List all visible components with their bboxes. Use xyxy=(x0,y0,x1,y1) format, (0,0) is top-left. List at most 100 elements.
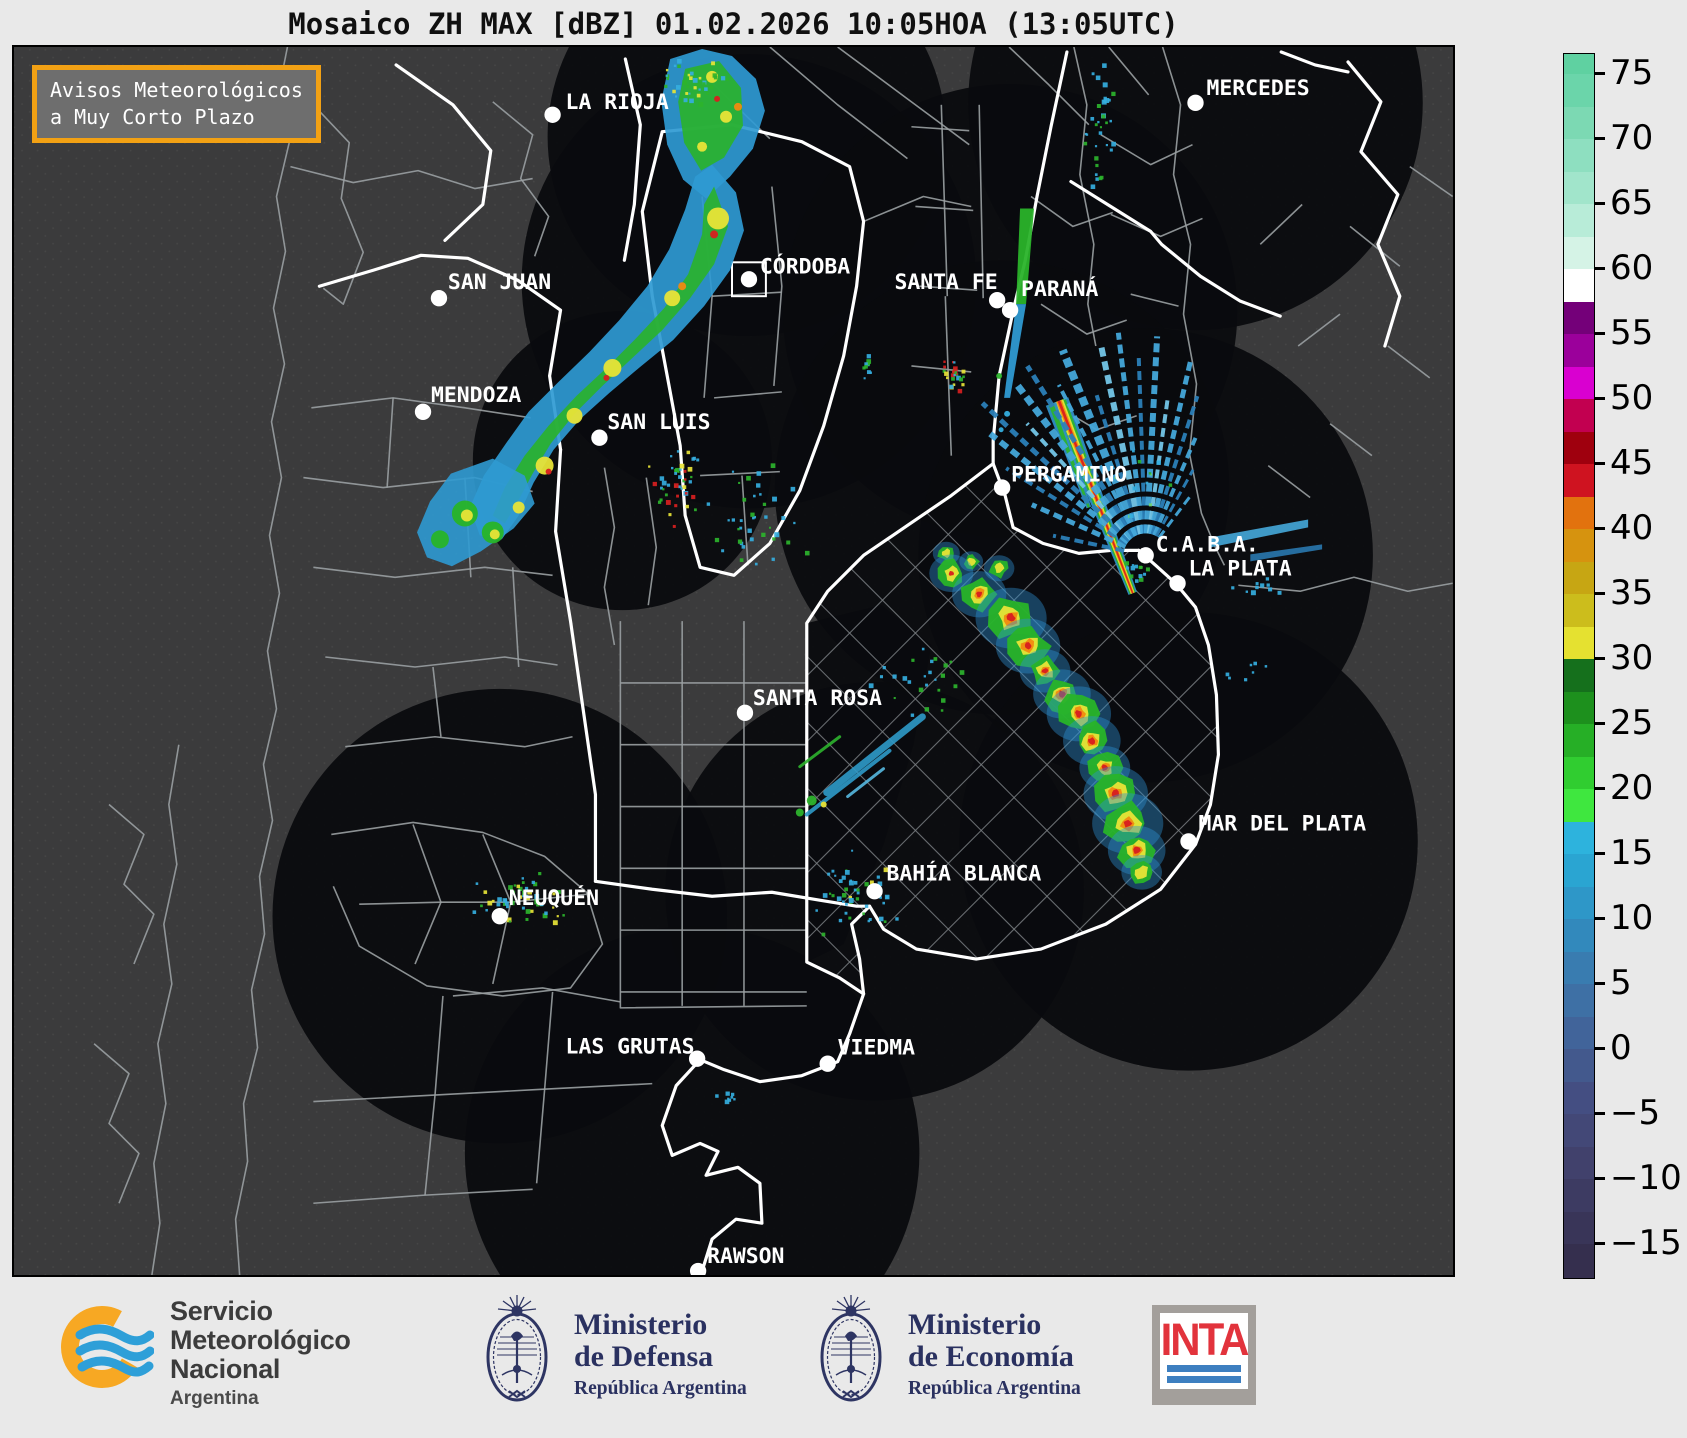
city-label: RAWSON xyxy=(707,1244,784,1269)
storm-cell xyxy=(1111,789,1119,798)
smn-logo-text: Servicio Meteorológico Nacional Argentin… xyxy=(170,1297,351,1410)
province-border xyxy=(311,397,531,419)
radar-echo-streak xyxy=(804,748,892,817)
city-label: LAS GRUTAS xyxy=(566,1035,695,1060)
colorbar-tick-mark xyxy=(1595,722,1605,725)
radar-echo-speck xyxy=(951,370,955,373)
colorbar-tick-mark xyxy=(1595,72,1605,75)
colorbar-segment xyxy=(1564,626,1594,659)
radar-echo-speck xyxy=(676,450,680,453)
radar-echo-speck xyxy=(864,904,869,908)
warning-line-2: a Muy Corto Plazo xyxy=(50,105,255,129)
province-border xyxy=(978,104,984,299)
radar-echo-speck xyxy=(848,895,853,900)
province-border xyxy=(700,470,780,477)
radar-echo-speck xyxy=(673,483,679,488)
radar-echo-speck xyxy=(1102,82,1108,88)
colorbar-segment xyxy=(1564,984,1594,1017)
colorbar-segment xyxy=(1564,1211,1594,1244)
radar-echo-speck xyxy=(786,540,791,545)
radar-echo-speck xyxy=(714,537,720,543)
colorbar-tick-label: 5 xyxy=(1610,963,1632,1003)
smn-logo: Servicio Meteorológico Nacional Argentin… xyxy=(58,1297,351,1410)
radar-echo-speck xyxy=(502,902,507,906)
radar-echo-speck xyxy=(673,64,677,68)
radar-echo-speck xyxy=(1255,582,1259,586)
radar-echo-speck xyxy=(739,526,743,530)
city-label: PERGAMINO xyxy=(1011,463,1127,488)
colorbar-segment xyxy=(1564,74,1594,107)
radar-echo-speck xyxy=(856,891,860,895)
radar-echo-speck xyxy=(772,537,776,541)
colorbar-segment xyxy=(1564,1179,1594,1212)
radar-echo-speck xyxy=(941,698,946,703)
radar-echo-speck xyxy=(516,884,520,889)
colorbar-tick-label: −10 xyxy=(1610,1158,1682,1198)
highlighted-province-border xyxy=(622,57,642,262)
radar-echo-speck xyxy=(815,909,818,912)
radar-echo-speck xyxy=(764,515,768,519)
radar-echo-speck xyxy=(1156,460,1161,465)
radar-echo-speck xyxy=(531,880,535,885)
radar-echo-speck xyxy=(727,519,730,522)
radar-echo-speck xyxy=(521,881,525,884)
radar-echo-speck xyxy=(666,483,671,487)
radar-echo-speck xyxy=(556,915,559,918)
radar-echo-speck xyxy=(704,87,708,91)
province-border xyxy=(911,125,970,132)
colorbar-segment xyxy=(1564,464,1594,497)
colorbar-tick-mark xyxy=(1595,332,1605,335)
clutter-ray xyxy=(1143,336,1161,534)
radar-echo-speck xyxy=(487,900,493,906)
colorbar-segment xyxy=(1564,529,1594,562)
radar-echo-speck xyxy=(950,373,955,378)
province-border xyxy=(331,821,604,997)
radar-echo-speck xyxy=(756,471,762,476)
radar-echo-speck xyxy=(664,493,668,497)
highlighted-province-border xyxy=(593,879,872,908)
radar-echo-speck xyxy=(678,468,682,471)
radar-echo-speck xyxy=(752,516,755,520)
radar-echo-speck xyxy=(1101,114,1106,119)
radar-echo-speck xyxy=(1109,148,1113,152)
radar-echo-speck xyxy=(962,375,965,379)
radar-echo-speck xyxy=(862,912,865,916)
radar-echo-speck xyxy=(1094,173,1098,176)
colorbar-tick-label: −15 xyxy=(1610,1223,1682,1263)
radar-echo-speck xyxy=(1085,133,1089,136)
colorbar-segment xyxy=(1564,54,1594,74)
city-label: MENDOZA xyxy=(431,383,521,408)
radar-echo-speck xyxy=(953,374,956,377)
city-label: BAHÍA BLANCA xyxy=(887,860,1042,886)
radar-echo-speck xyxy=(771,557,775,561)
radar-echo-speck xyxy=(866,370,871,375)
map-canvas: LA RIOJA MERCEDES SAN JUAN CÓRDOBA SANTA FE P… xyxy=(14,47,1453,1275)
radar-echo-speck xyxy=(868,683,874,689)
province-border xyxy=(1161,47,1226,566)
radar-echo-speck xyxy=(510,898,513,901)
radar-echo-speck xyxy=(949,660,953,664)
colorbar-tick-mark xyxy=(1595,982,1605,985)
radar-echo-spot xyxy=(710,230,719,239)
radar-echo-speck xyxy=(702,82,706,86)
colorbar-segment xyxy=(1564,594,1594,627)
city-dot xyxy=(689,1262,707,1275)
radar-coverage-circle xyxy=(464,926,920,1275)
radar-echo-speck xyxy=(687,466,693,472)
storm-cell xyxy=(1006,613,1016,622)
radar-echo-speck xyxy=(513,884,517,887)
city-label: VIEDMA xyxy=(838,1036,915,1061)
radar-echo-speck xyxy=(666,77,670,81)
radar-echo-speck xyxy=(1099,126,1102,129)
colorbar-tick-mark xyxy=(1595,1242,1605,1245)
radar-echo-speck xyxy=(672,524,676,528)
radar-echo-speck xyxy=(1265,577,1270,581)
radar-echo-speck xyxy=(664,84,668,88)
radar-echo xyxy=(1004,304,1027,398)
radar-echo-speck xyxy=(675,467,680,473)
colorbar-segment xyxy=(1564,204,1594,237)
city-label: SAN JUAN xyxy=(448,270,551,295)
radar-echo-speck xyxy=(692,77,698,83)
colorbar-segment xyxy=(1564,236,1594,269)
radar-echo-speck xyxy=(693,86,697,90)
